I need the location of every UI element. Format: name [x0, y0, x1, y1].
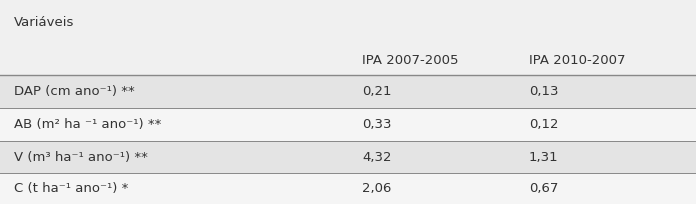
- Bar: [0, 173, 696, 204]
- Text: AB (m² ha ⁻¹ ano⁻¹) **: AB (m² ha ⁻¹ ano⁻¹) **: [14, 118, 161, 131]
- Text: 2,06: 2,06: [362, 182, 391, 195]
- Text: V (m³ ha⁻¹ ano⁻¹) **: V (m³ ha⁻¹ ano⁻¹) **: [14, 151, 148, 164]
- Text: IPA 2007-2005: IPA 2007-2005: [362, 54, 459, 67]
- Bar: [0, 108, 696, 141]
- Text: Variáveis: Variáveis: [14, 16, 74, 29]
- Text: 0,67: 0,67: [529, 182, 558, 195]
- Text: 0,33: 0,33: [362, 118, 391, 131]
- Text: 0,21: 0,21: [362, 85, 391, 98]
- Text: 1,31: 1,31: [529, 151, 559, 164]
- Bar: [0, 75, 696, 108]
- Bar: [0, 141, 696, 173]
- Text: 0,12: 0,12: [529, 118, 558, 131]
- Text: C (t ha⁻¹ ano⁻¹) *: C (t ha⁻¹ ano⁻¹) *: [14, 182, 128, 195]
- Text: DAP (cm ano⁻¹) **: DAP (cm ano⁻¹) **: [14, 85, 134, 98]
- Text: 0,13: 0,13: [529, 85, 558, 98]
- Text: IPA 2010-2007: IPA 2010-2007: [529, 54, 626, 67]
- Text: 4,32: 4,32: [362, 151, 391, 164]
